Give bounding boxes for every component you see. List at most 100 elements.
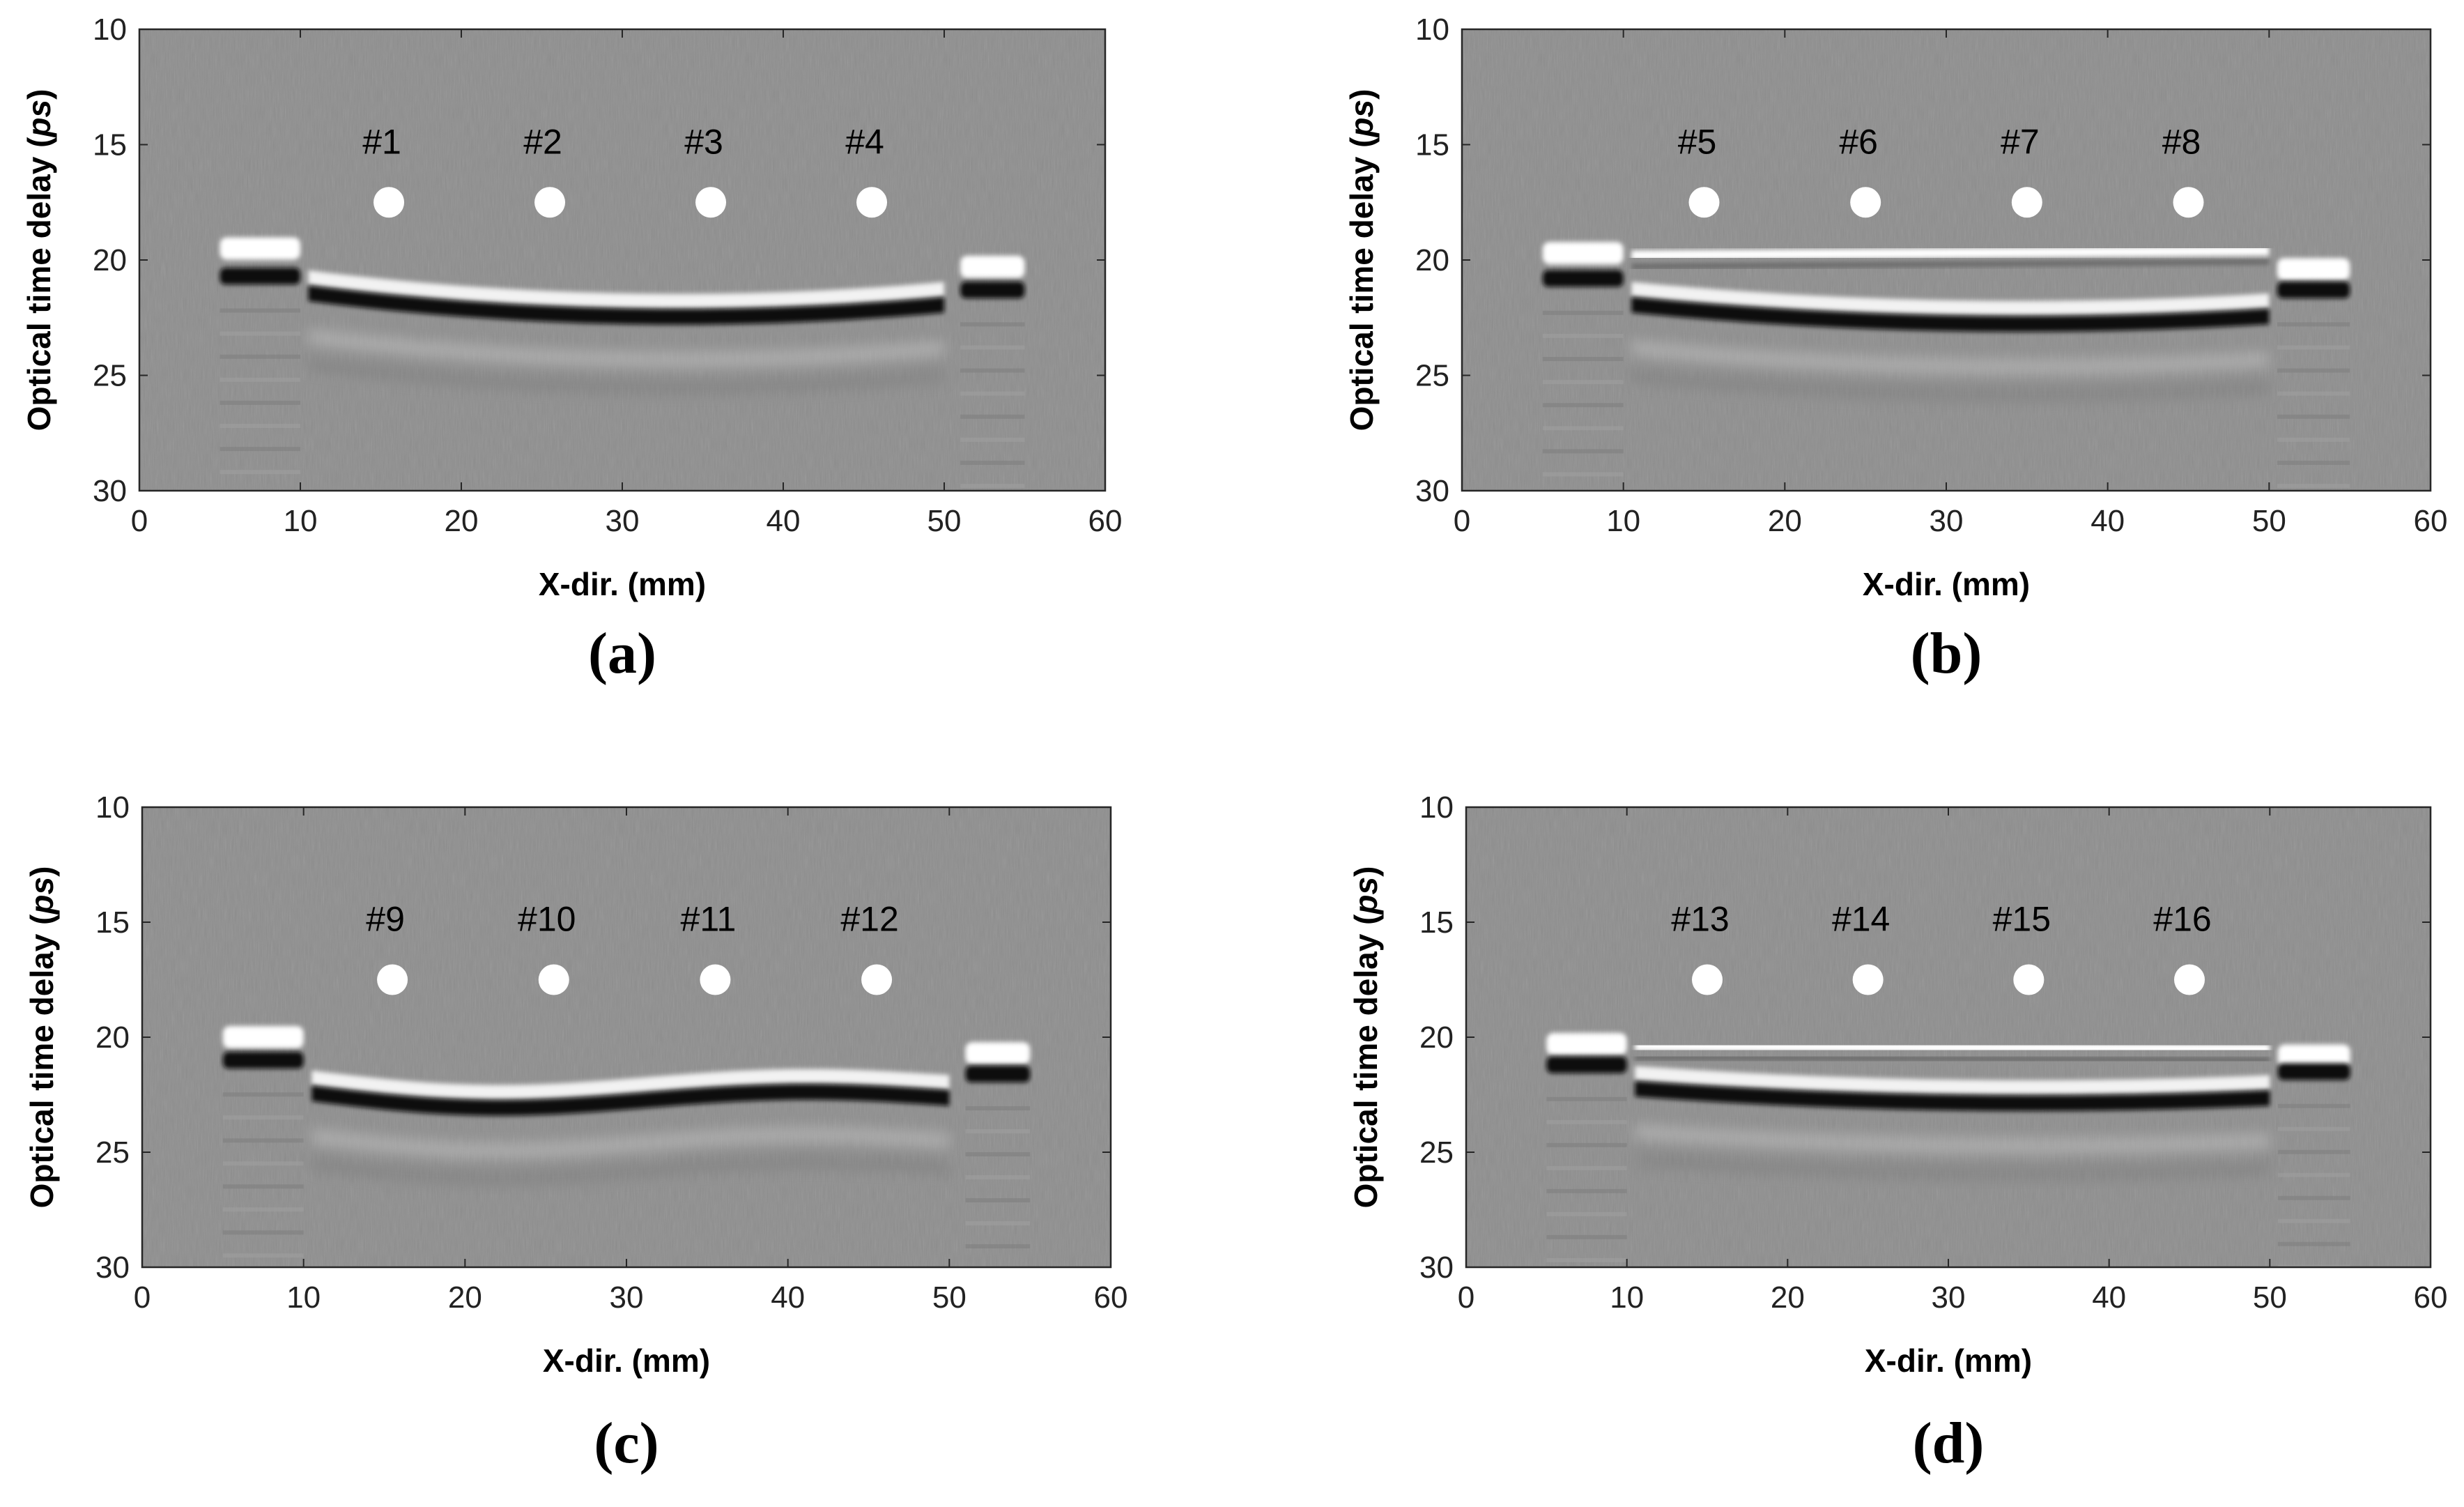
x-tick-label: 60 [2414, 504, 2448, 538]
right-block-echo [960, 368, 1025, 373]
left-block-dark [220, 268, 300, 285]
marker-dot [2013, 964, 2045, 995]
ghost-echo-bright [1635, 1126, 2270, 1152]
x-tick-label: 0 [1458, 1280, 1474, 1315]
left-block-echo [1546, 1234, 1627, 1239]
right-block-echo [2277, 322, 2350, 327]
right-block-echo [965, 1175, 1031, 1179]
left-block-echo [1542, 357, 1624, 362]
right-block-echo [2277, 391, 2350, 396]
x-axis-label: X-dir. (mm) [1865, 1342, 2032, 1379]
x-tick-label: 10 [1610, 1280, 1644, 1315]
y-tick-label: 25 [1419, 1135, 1454, 1170]
left-block-echo [220, 331, 300, 336]
marker-label: #16 [2153, 900, 2211, 939]
heatmap-image [1466, 807, 2431, 1267]
left-block-echo [220, 470, 300, 475]
x-tick-label: 20 [1771, 1280, 1805, 1315]
left-block-echo [1542, 472, 1624, 477]
right-block-dark [960, 282, 1025, 299]
right-block-bright [2277, 1044, 2350, 1067]
x-tick-label: 60 [1094, 1280, 1128, 1315]
bottom-interface-bright [1631, 282, 2270, 315]
left-block-echo [222, 1230, 304, 1235]
marker-label: #12 [840, 900, 898, 939]
x-tick-label: 50 [927, 504, 962, 538]
y-tick-label: 25 [93, 359, 127, 393]
right-block-echo [2277, 1126, 2350, 1131]
right-block-echo [2277, 460, 2350, 465]
right-block-echo [2277, 1172, 2350, 1177]
marker-dot [700, 964, 731, 995]
marker-label: #5 [1678, 122, 1717, 161]
right-block-dark [965, 1065, 1031, 1083]
marker-dot [1850, 187, 1881, 218]
x-tick-label: 20 [445, 504, 479, 538]
marker-label: #1 [362, 122, 401, 161]
y-tick-label: 15 [1419, 905, 1454, 940]
left-block-echo [220, 447, 300, 452]
right-block-dark [2277, 1063, 2350, 1080]
x-tick-label: 60 [2414, 1280, 2448, 1315]
left-block-bright [1542, 242, 1624, 265]
left-block-echo [222, 1138, 304, 1143]
y-tick-label: 15 [95, 905, 130, 940]
left-block-echo [220, 354, 300, 359]
left-block-echo [220, 424, 300, 429]
heatmap-image [139, 29, 1105, 491]
top-surface-dark [1631, 259, 2270, 270]
left-block-echo [1546, 1096, 1627, 1101]
y-tick-label: 10 [95, 790, 130, 825]
left-block-echo [222, 1184, 304, 1189]
marker-dot [377, 964, 408, 995]
marker-dot [374, 187, 405, 218]
right-block-echo [2277, 1241, 2350, 1246]
y-axis-label: Optical time delay (ps) [1343, 89, 1380, 431]
marker-dot [2173, 187, 2204, 218]
x-tick-label: 10 [286, 1280, 321, 1315]
marker-label: #4 [845, 122, 884, 161]
right-block-echo [965, 1244, 1031, 1248]
marker-label: #14 [1832, 900, 1890, 939]
x-tick-label: 30 [1930, 504, 1964, 538]
left-block-echo [222, 1161, 304, 1166]
left-block-echo [1546, 1188, 1627, 1193]
right-block-echo [2277, 1103, 2350, 1108]
bottom-interface-bright [1635, 1066, 2270, 1094]
left-block-echo [1546, 1119, 1627, 1124]
x-tick-label: 0 [131, 504, 148, 538]
x-tick-label: 50 [2253, 1280, 2287, 1315]
chart-panel-3: 0 10 20 30 40 50 60 10 15 20 25 30 X-dir. (mm) Optica… [24, 790, 1127, 1476]
ghost-echo-bright [1631, 342, 2270, 373]
top-surface-dark [1635, 1055, 2270, 1063]
right-block-bright [2277, 258, 2350, 281]
x-tick-label: 50 [932, 1280, 967, 1315]
left-block-bright [1546, 1032, 1627, 1055]
y-tick-label: 30 [95, 1250, 130, 1285]
chart-panel-1: 0 10 20 30 40 50 60 10 15 20 25 30 X-dir. (mm) Optica… [21, 13, 1122, 686]
right-block-echo [965, 1106, 1031, 1110]
right-block-echo [960, 460, 1025, 465]
marker-label: #9 [366, 900, 405, 939]
chart-panel-2: 0 10 20 30 40 50 60 10 15 20 25 30 X-dir. (mm) Optica… [1343, 13, 2447, 686]
panel-caption: (d) [1913, 1411, 1985, 1476]
right-block-echo [960, 437, 1025, 442]
marker-dot [534, 187, 566, 218]
left-block-echo [222, 1253, 304, 1258]
y-tick-label: 25 [95, 1135, 130, 1170]
y-tick-label: 20 [1415, 243, 1449, 277]
left-block-echo [222, 1115, 304, 1120]
left-block-bright [220, 237, 300, 260]
x-tick-label: 60 [1088, 504, 1123, 538]
right-block-echo [960, 322, 1025, 327]
y-tick-label: 10 [1419, 790, 1454, 825]
left-block-dark [222, 1052, 304, 1069]
x-axis-label: X-dir. (mm) [539, 566, 706, 602]
left-block-echo [222, 1092, 304, 1097]
left-block-echo [220, 308, 300, 313]
marker-label: #2 [523, 122, 562, 161]
x-tick-label: 10 [284, 504, 318, 538]
left-block-echo [1546, 1257, 1627, 1262]
x-tick-label: 10 [1606, 504, 1640, 538]
marker-label: #6 [1839, 122, 1878, 161]
